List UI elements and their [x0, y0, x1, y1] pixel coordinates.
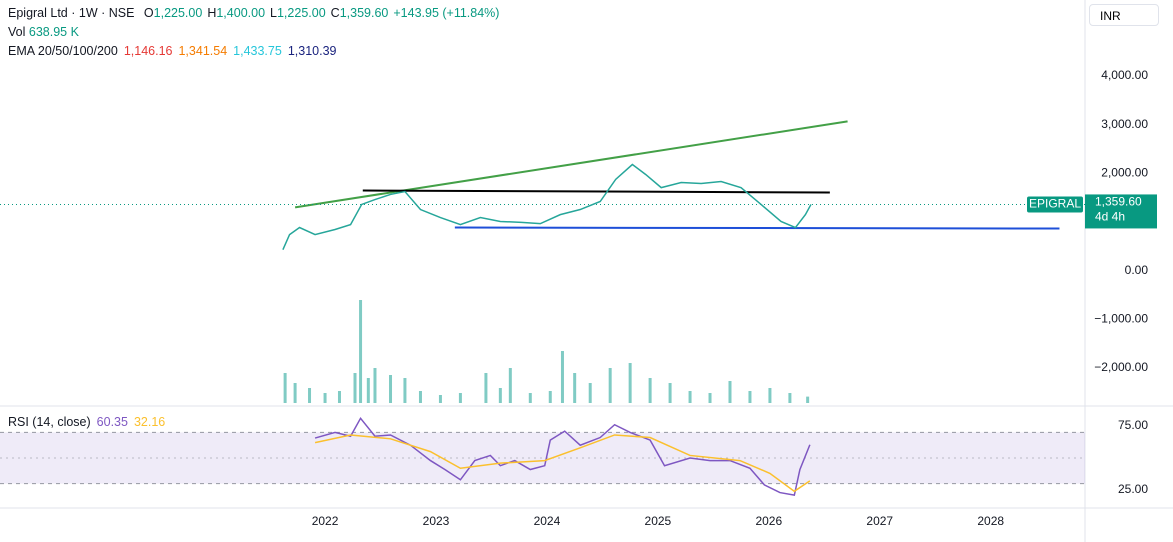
series-line	[314, 416, 811, 497]
ema-value: 1,433.75	[233, 44, 282, 58]
l-key: L	[270, 6, 277, 20]
volume-bar	[498, 388, 502, 403]
vol-legend: Vol 638.95 K	[8, 25, 84, 39]
y-tick-label: 3,000.00	[1101, 117, 1148, 131]
symbol-tag-text: EPIGRAL	[1029, 197, 1081, 211]
y-tick-label: 0.00	[1125, 263, 1149, 277]
volume-bar	[588, 383, 592, 403]
volume-bar	[403, 378, 407, 403]
o-key: O	[143, 6, 154, 20]
countdown: 4d 4h	[1095, 210, 1125, 224]
volume-bar	[668, 383, 672, 403]
volume-bar	[748, 391, 752, 403]
rsi-value: 60.35	[96, 415, 128, 429]
volume-bar	[688, 391, 692, 403]
volume-bar	[628, 363, 632, 403]
c-key: C	[330, 6, 340, 20]
ema-key: EMA 20/50/100/200	[8, 44, 118, 58]
rsi-legend: RSI (14, close) 60.35 32.16	[8, 415, 165, 429]
volume-bar	[353, 373, 357, 403]
x-tick-label: 2028	[977, 514, 1004, 528]
volume-bar	[484, 373, 488, 403]
vol-key: Vol	[8, 25, 26, 39]
symbol: Epigral Ltd · 1W · NSE	[8, 6, 135, 20]
price-tag	[1085, 194, 1157, 229]
volume-bar	[528, 393, 532, 403]
rsi-key: RSI (14, close)	[8, 415, 91, 429]
rsi-value: 32.16	[133, 415, 166, 429]
volume-bar	[788, 393, 792, 403]
volume-bar	[293, 383, 297, 403]
ema-legend: EMA 20/50/100/200 1,146.16 1,341.54 1,433.7…	[8, 44, 337, 58]
volume-bar	[458, 393, 462, 403]
volume-bar	[608, 368, 612, 403]
volume-bar	[573, 373, 577, 403]
currency-button[interactable]: INR	[1089, 4, 1159, 26]
trendline	[362, 189, 830, 194]
low: 1,225.00	[276, 6, 326, 20]
volume-bar	[560, 351, 564, 403]
y-tick-label: 25.00	[1118, 482, 1148, 496]
price-tag-text: 1,359.60	[1095, 195, 1142, 209]
volume-bar	[359, 300, 363, 403]
volume-bar	[708, 393, 712, 403]
volume-bar	[728, 381, 732, 403]
y-tick-label: 2,000.00	[1101, 165, 1148, 179]
y-tick-label: −1,000.00	[1094, 311, 1148, 325]
volume-bar	[508, 368, 512, 403]
y-tick-label: −2,000.00	[1094, 360, 1148, 374]
y-tick-label: 75.00	[1118, 418, 1148, 432]
ema-value: 1,310.39	[287, 44, 337, 58]
x-tick-label: 2024	[534, 514, 561, 528]
volume-bar	[548, 391, 552, 403]
volume-bar	[373, 368, 377, 403]
close: 1,359.60	[339, 6, 389, 20]
volume-bar	[648, 378, 652, 403]
volume-bar	[308, 388, 312, 403]
trendline	[294, 120, 848, 209]
change: +143.95 (+11.84%)	[393, 6, 500, 20]
x-tick-label: 2022	[312, 514, 339, 528]
x-tick-label: 2023	[423, 514, 450, 528]
volume-bar	[337, 391, 341, 403]
series-line	[314, 434, 811, 493]
symbol-tag	[1027, 196, 1083, 213]
x-tick-label: 2025	[645, 514, 672, 528]
volume-bar	[768, 388, 772, 403]
volume-bar	[389, 375, 393, 403]
x-tick-label: 2027	[866, 514, 893, 528]
high: 1,400.00	[216, 6, 266, 20]
trendline	[454, 226, 1060, 230]
open: 1,225.00	[153, 6, 203, 20]
volume-bar	[283, 373, 287, 403]
series-line	[282, 163, 812, 250]
h-key: H	[207, 6, 217, 20]
volume-bar	[418, 391, 422, 403]
ema-value: 1,146.16	[123, 44, 173, 58]
volume-bar	[438, 395, 442, 403]
volume-bar	[366, 378, 370, 403]
volume-bar	[323, 393, 327, 403]
x-tick-label: 2026	[755, 514, 782, 528]
ohlc-legend: Epigral Ltd · 1W · NSE O1,225.00 H1,400.0…	[8, 6, 504, 20]
volume-bar	[806, 396, 810, 403]
vol: 638.95 K	[28, 25, 79, 39]
ema-value: 1,341.54	[178, 44, 228, 58]
y-tick-label: 4,000.00	[1101, 68, 1148, 82]
